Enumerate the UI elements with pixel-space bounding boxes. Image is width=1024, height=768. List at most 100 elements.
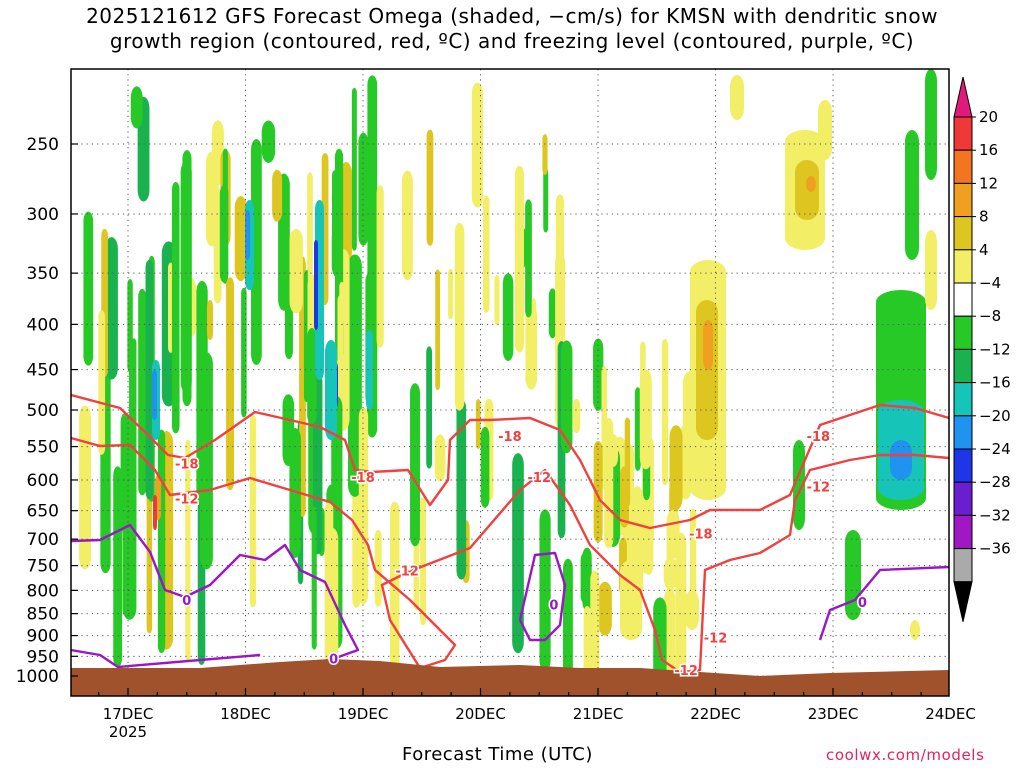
x-tick-label: 17DEC: [103, 705, 154, 723]
colorbar-bin: [953, 182, 973, 218]
omega-cell: [307, 328, 317, 424]
contour-label: -12: [807, 480, 831, 495]
contour-label: -18: [175, 458, 199, 473]
y-tick-label: 800: [27, 581, 59, 601]
x-tick-label: 21DEC: [573, 705, 624, 723]
omega-core: [325, 340, 337, 440]
omega-cell: [171, 181, 180, 434]
omega-cell: [367, 75, 378, 331]
omega-cell: [572, 398, 581, 434]
omega-cell: [643, 526, 654, 575]
x-year-label: 2025: [109, 723, 147, 741]
omega-cell: [593, 338, 604, 411]
y-tick-label: 500: [27, 401, 59, 421]
omega-cell: [475, 399, 481, 450]
omega-cell: [347, 254, 362, 497]
freezing-contour-3: [518, 551, 567, 642]
omega-cell: [234, 196, 247, 282]
omega-cell: [653, 597, 667, 690]
colorbar-label: 20: [979, 108, 998, 126]
omega-cell: [435, 269, 441, 391]
omega-cell: [664, 587, 676, 685]
dgz-contour-minus18: [71, 393, 949, 530]
chart-title-line1: 2025121612 GFS Forecast Omega (shaded, −…: [86, 4, 938, 28]
contour-label: -12: [704, 632, 728, 647]
omega-cell: [401, 170, 413, 281]
omega-cell: [730, 75, 744, 120]
omega-cell: [180, 161, 192, 393]
chart-title-line2: growth region (contoured, red, ºC) and f…: [109, 29, 915, 53]
y-tick-label: 250: [27, 135, 59, 155]
omega-cell: [793, 440, 805, 530]
omega-cell: [251, 139, 262, 365]
y-tick-label: 900: [27, 627, 59, 647]
colorbar: 20 16 12 8 4 −4 −8 −12 −16 −20 −24 −28 −32 −36: [953, 76, 1011, 622]
omega-cell: [390, 501, 400, 679]
omega-cell: [639, 369, 652, 470]
omega-cell: [205, 151, 219, 247]
contour-label: 0: [182, 594, 191, 609]
colorbar-bin: [953, 448, 973, 483]
x-tick-label: 18DEC: [220, 705, 271, 723]
contours: [71, 393, 949, 674]
omega-cell: [410, 383, 420, 547]
omega-cell: [307, 266, 313, 317]
contour-label: 0: [858, 596, 867, 611]
omega-cell: [548, 288, 557, 339]
omega-cell: [289, 428, 301, 558]
omega-cell: [494, 274, 500, 326]
omega-cell: [482, 195, 490, 313]
omega-cell: [272, 169, 283, 222]
colorbar-label: −8: [979, 307, 1001, 325]
colorbar-bin: [953, 415, 973, 450]
omega-cell: [675, 532, 687, 675]
omega-cell: [512, 453, 524, 654]
colorbar-bin: [953, 481, 973, 516]
omega-core: [152, 370, 157, 420]
colorbar-top-arrow: [953, 76, 973, 118]
colorbar-bin: [953, 514, 973, 550]
chart-title: 2025121612 GFS Forecast Omega (shaded, −…: [0, 4, 1024, 54]
y-tick-label: 550: [27, 438, 59, 458]
colorbar-label: 12: [979, 174, 998, 192]
omega-core: [207, 300, 213, 340]
omega-cell: [426, 129, 434, 246]
contour-label: -18: [498, 430, 522, 445]
omega-cell: [525, 199, 532, 318]
colorbar-label: −28: [979, 473, 1011, 491]
omega-cell: [560, 340, 573, 454]
omega-cell: [420, 497, 427, 626]
contour-labels: -18 -12 -18 -12 -18 -12 -18 -12 -12 -18 -12 0 0 0 0: [174, 428, 869, 680]
omega-cell: [619, 466, 629, 528]
colorbar-label: −20: [979, 407, 1011, 425]
omega-cell: [608, 434, 619, 467]
omega-cell: [590, 570, 600, 690]
contour-label: -18: [807, 430, 831, 445]
y-tick-label: 400: [27, 315, 59, 335]
omega-cell: [925, 69, 937, 180]
colorbar-bottom-arrow: [953, 581, 973, 622]
omega-cell: [620, 560, 642, 640]
omega-cell: [531, 298, 536, 350]
x-tick-label: 20DEC: [455, 705, 506, 723]
colorbar-label: −24: [979, 440, 1011, 458]
colorbar-bin: [953, 348, 973, 384]
y-tick-label: 950: [27, 647, 59, 667]
colorbar-label: 16: [979, 141, 998, 159]
colorbar-label: −36: [979, 540, 1011, 558]
colorbar-bin: [953, 216, 973, 251]
freezing-contour-1: [71, 523, 360, 662]
omega-cell: [563, 558, 573, 676]
colorbar-label: 8: [979, 208, 989, 226]
omega-cell: [806, 176, 816, 192]
omega-cell: [120, 413, 130, 534]
x-tick-label: 23DEC: [808, 705, 859, 723]
y-tick-label: 300: [27, 205, 59, 225]
omega-cell: [795, 160, 819, 220]
credit-link[interactable]: coolwx.com/models: [826, 746, 985, 764]
freezing-contour-2: [71, 648, 261, 669]
omega-cell: [905, 130, 919, 260]
y-tick-label: 700: [27, 530, 59, 550]
omega-cell: [261, 120, 276, 163]
